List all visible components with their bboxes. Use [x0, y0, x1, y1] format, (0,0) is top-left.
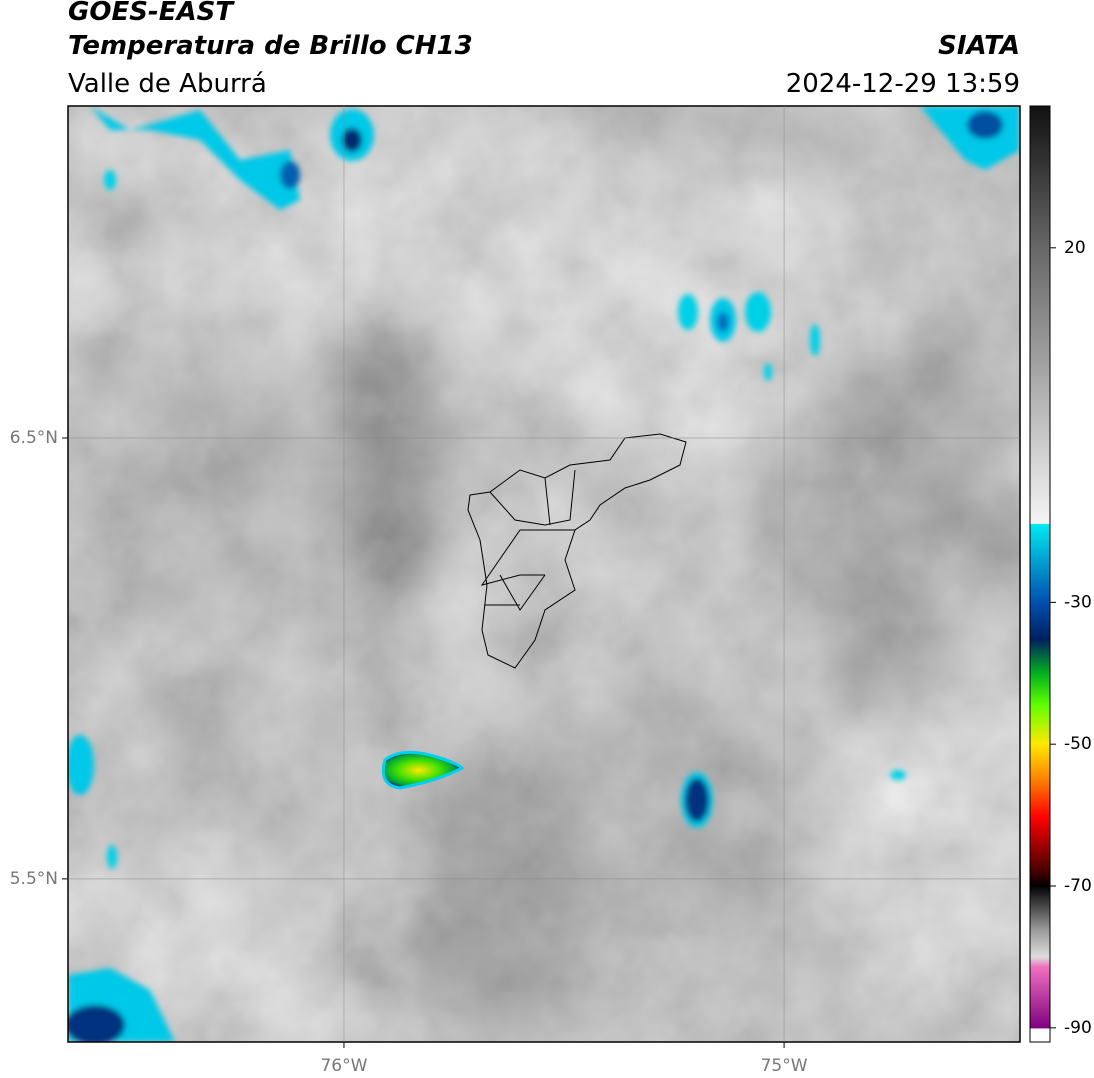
- colorbar-tick-label: -90: [1064, 1018, 1092, 1038]
- colorbar-tick-label: -30: [1064, 592, 1092, 612]
- y-tick-label: 5.5°N: [10, 869, 58, 889]
- subtitle: Temperatura de Brillo CH13: [68, 31, 473, 61]
- y-tick-label: 6.5°N: [10, 428, 58, 448]
- x-tick-label: 76°W: [320, 1056, 367, 1076]
- map-frame: [67, 105, 1021, 1043]
- source: SIATA: [938, 31, 1020, 61]
- x-tick-label: 75°W: [761, 1056, 808, 1076]
- satellite-image: [68, 106, 1020, 1042]
- colorbar-tick-label: -70: [1064, 876, 1092, 896]
- timestamp: 2024-12-29 13:59: [786, 69, 1020, 99]
- region: Valle de Aburrá: [68, 69, 267, 99]
- colorbar-tick-label: -50: [1064, 734, 1092, 754]
- colorbar-tick-label: 20: [1064, 238, 1086, 258]
- colorbar: [1029, 105, 1051, 1043]
- title: GOES-EAST: [68, 0, 235, 27]
